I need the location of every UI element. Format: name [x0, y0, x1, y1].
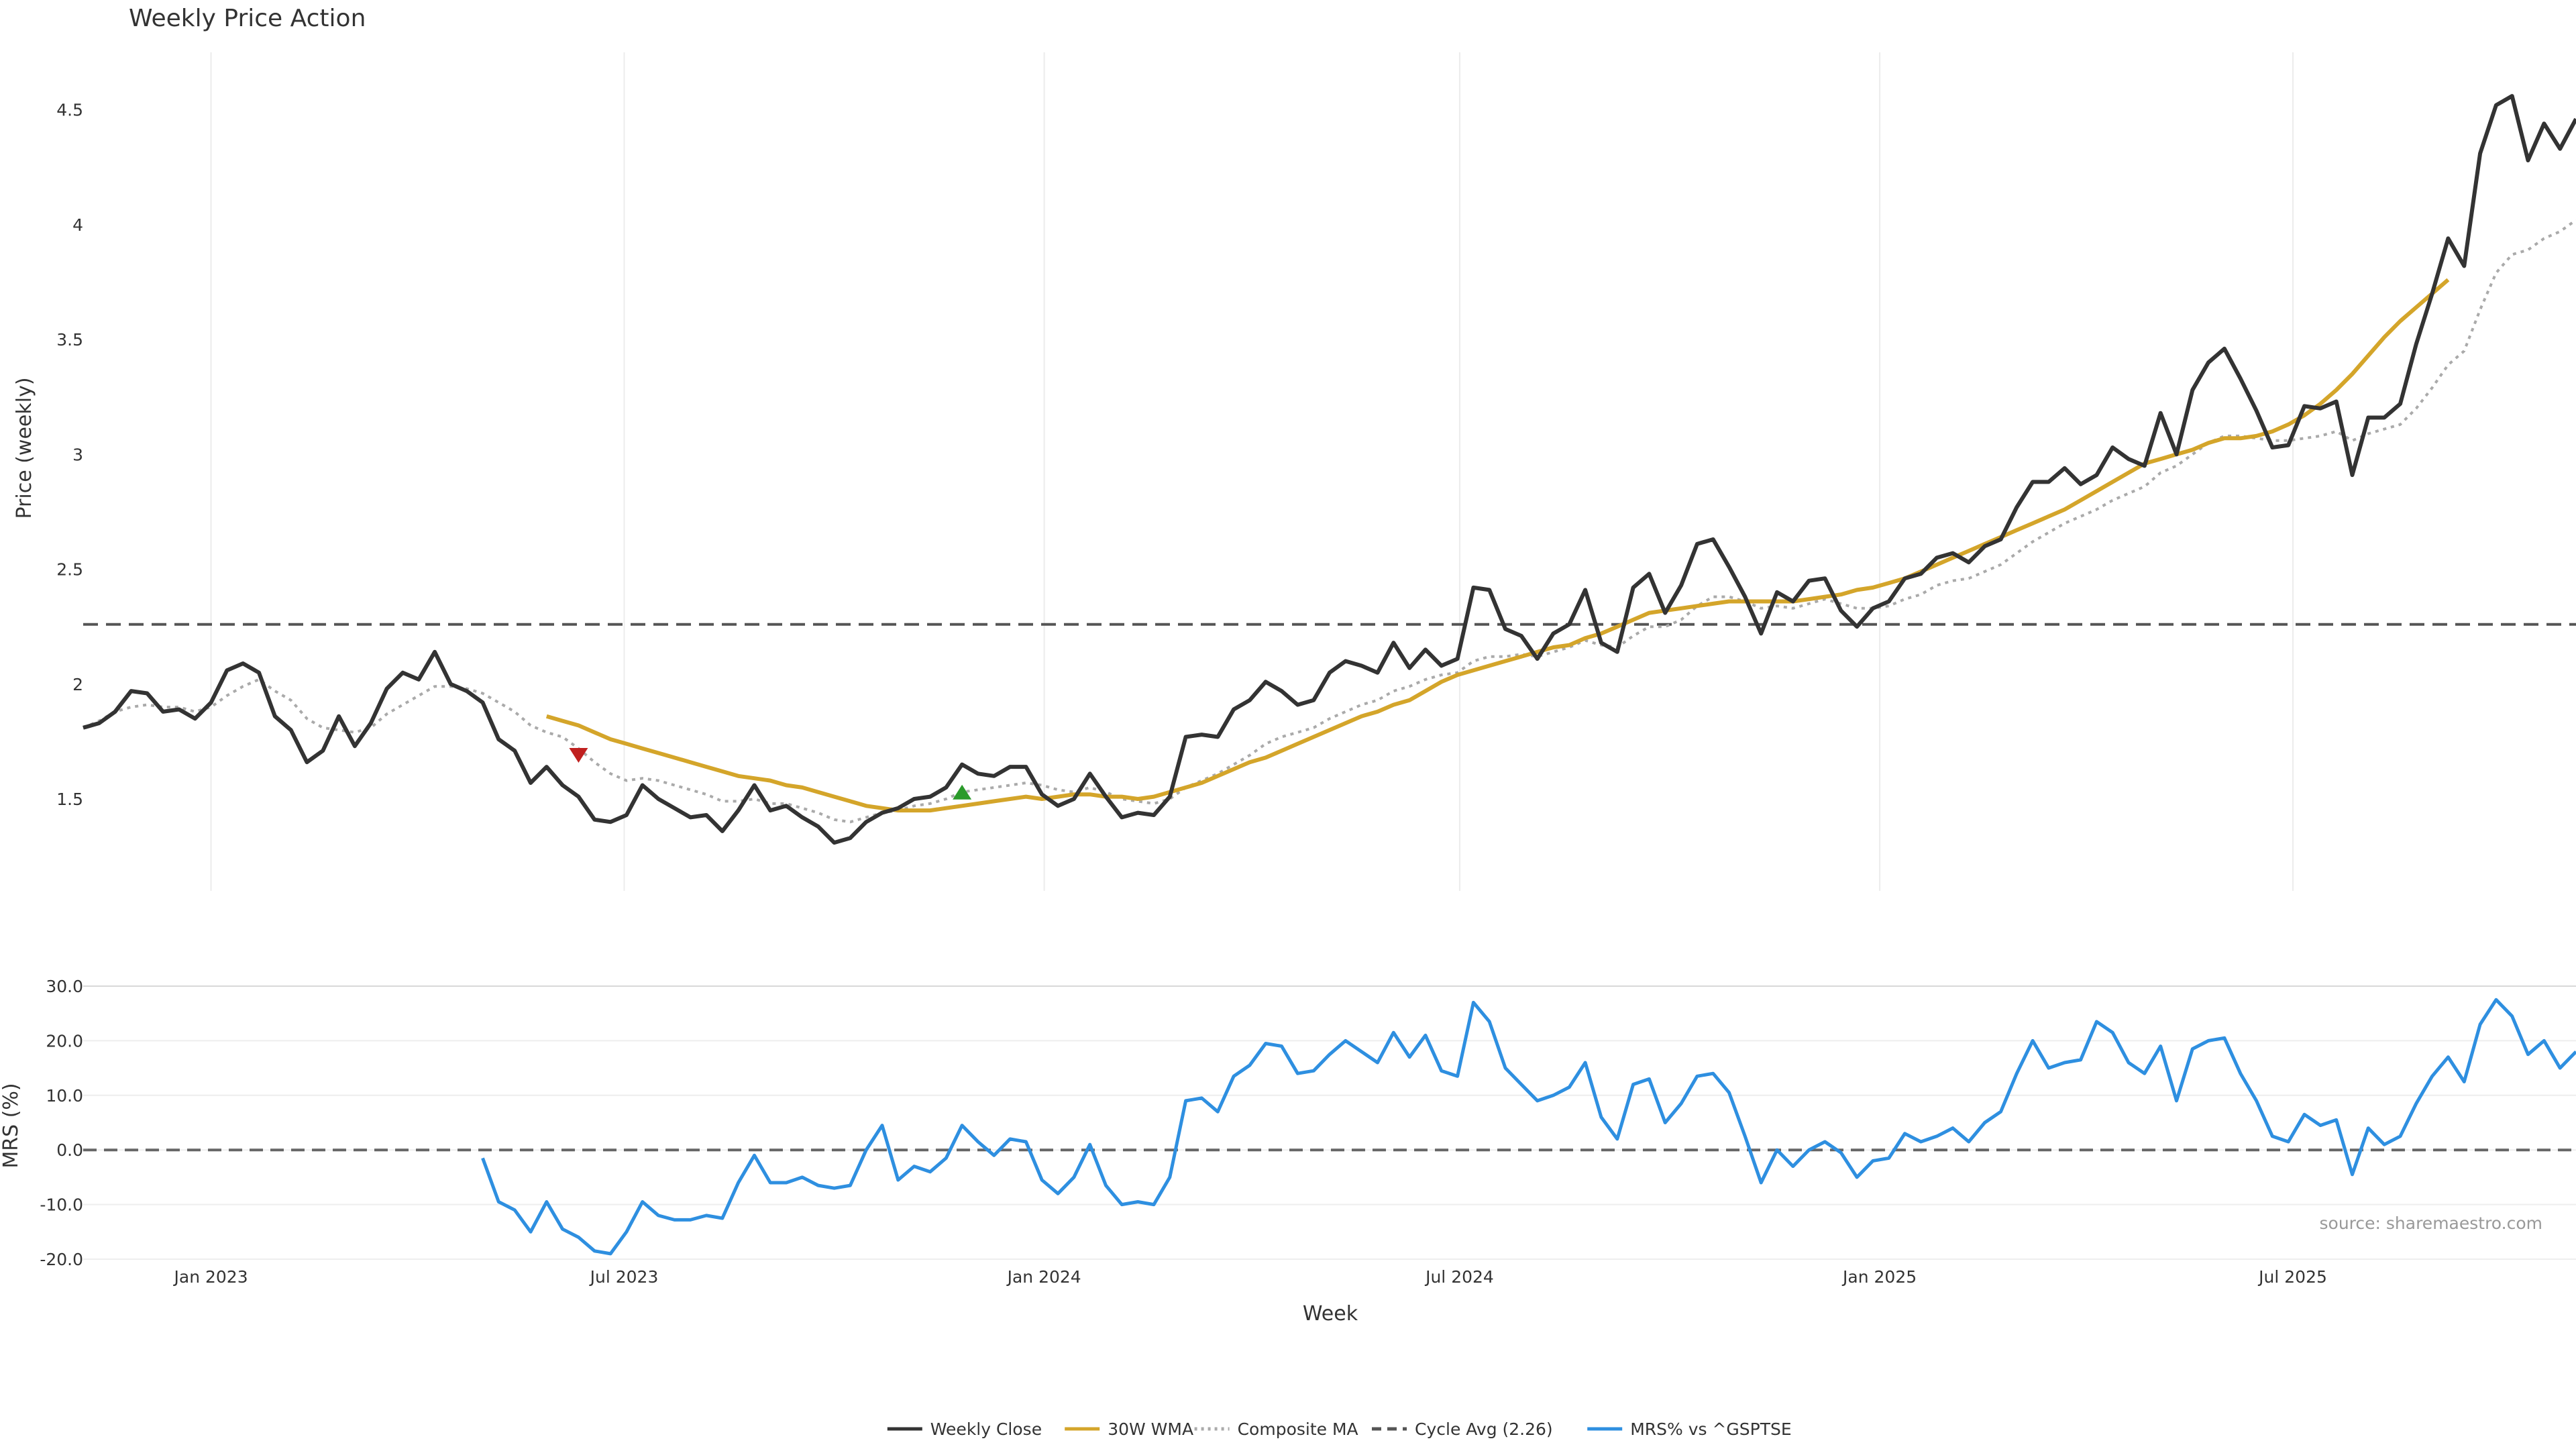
- mrs-y-tick-label: 30.0: [46, 977, 83, 996]
- price-y-tick-label: 3.5: [56, 330, 83, 350]
- legend-label: Composite MA: [1238, 1419, 1358, 1439]
- x-ticks: Jan 2023 Jul 2023 Jan 2024 Jul 2024 Jan 2025…: [173, 1267, 2327, 1287]
- series-weekly-close: [83, 94, 2576, 845]
- buy-signal-marker: [953, 784, 972, 800]
- x-tick-label: Jan 2025: [1841, 1267, 1917, 1287]
- legend-label: 30W WMA: [1108, 1419, 1193, 1439]
- x-tick-label: Jan 2024: [1006, 1267, 1081, 1287]
- sell-signal-marker: [569, 747, 588, 763]
- mrs-grid: [83, 985, 2576, 1260]
- mrs-y-tick-label: 0.0: [56, 1140, 83, 1160]
- price-series-group: [83, 94, 2576, 845]
- price-y-tick-label: 4: [72, 215, 83, 235]
- price-grid: [210, 52, 2294, 891]
- x-axis-label: Week: [1303, 1302, 1358, 1326]
- signal-markers: [569, 747, 972, 800]
- legend-label: Weekly Close: [930, 1419, 1042, 1439]
- price-y-tick-label: 3: [72, 445, 83, 464]
- chart-title: Weekly Price Action: [129, 5, 366, 32]
- price-y-tick-label: 2.5: [56, 560, 83, 580]
- source-note: source: sharemaestro.com: [2320, 1214, 2543, 1233]
- mrs-series-group: [83, 998, 2576, 1256]
- mrs-y-axis-label: MRS (%): [0, 1083, 23, 1168]
- series-30w-wma: [545, 278, 2450, 813]
- series-mrs-vs-gsptse: [481, 998, 2576, 1256]
- series-composite-ma: [83, 219, 2576, 824]
- price-y-tick-label: 2: [72, 675, 83, 694]
- legend-label: MRS% vs ^GSPTSE: [1630, 1419, 1791, 1439]
- price-y-ticks: 1.5 2 2.5 3 3.5 4 4.5: [56, 101, 83, 809]
- mrs-y-tick-label: -10.0: [40, 1195, 83, 1215]
- x-tick-label: Jul 2024: [1424, 1267, 1494, 1287]
- price-y-axis-label: Price (weekly): [13, 377, 36, 519]
- x-tick-label: Jul 2025: [2257, 1267, 2327, 1287]
- x-tick-label: Jul 2023: [589, 1267, 659, 1287]
- price-y-tick-label: 4.5: [56, 101, 83, 120]
- price-y-tick-label: 1.5: [56, 790, 83, 809]
- legend-label: Cycle Avg (2.26): [1415, 1419, 1553, 1439]
- mrs-y-tick-label: 10.0: [46, 1086, 83, 1106]
- legend: Weekly Close 30W WMA Composite MA Cycle Avg…: [887, 1419, 1792, 1439]
- mrs-y-ticks: -20.0 -10.0 0.0 10.0 20.0 30.0: [40, 977, 83, 1269]
- mrs-y-tick-label: 20.0: [46, 1031, 83, 1051]
- x-tick-label: Jan 2023: [173, 1267, 248, 1287]
- mrs-y-tick-label: -20.0: [40, 1250, 83, 1269]
